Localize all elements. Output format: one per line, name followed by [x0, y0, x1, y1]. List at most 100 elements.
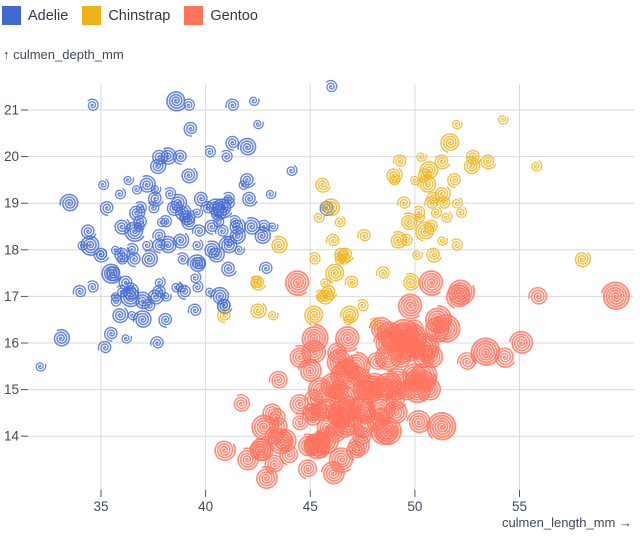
data-point-adelie: [35, 362, 47, 372]
data-point-chinstrap: [313, 211, 325, 223]
data-point-adelie: [72, 284, 87, 298]
data-point-gentoo: [249, 438, 274, 462]
data-point-adelie: [97, 340, 112, 354]
data-point-adelie: [77, 241, 89, 251]
data-point-chinstrap: [531, 160, 543, 172]
data-point-adelie: [183, 98, 196, 111]
y-tick-label: 18: [4, 242, 19, 257]
data-point-gentoo: [297, 433, 320, 457]
data-point-gentoo: [256, 465, 278, 489]
data-point-chinstrap: [309, 252, 321, 265]
data-point-adelie: [154, 276, 166, 288]
y-tick-label: 20: [4, 149, 19, 164]
data-point-gentoo: [431, 314, 461, 343]
data-point-gentoo: [362, 372, 387, 398]
data-point-adelie: [110, 245, 122, 256]
data-point-adelie: [141, 249, 158, 268]
data-point-chinstrap: [344, 275, 359, 289]
data-point-adelie: [191, 224, 206, 237]
data-point-adelie: [223, 191, 235, 205]
data-point-adelie: [192, 281, 204, 293]
data-point-adelie: [116, 284, 129, 298]
data-point-chinstrap: [250, 302, 267, 319]
data-point-adelie: [286, 164, 298, 177]
legend-label: Adelie: [28, 7, 69, 24]
axes: 35 40 45 50 55 21 20 19 18 17 16 15 14: [4, 103, 527, 515]
data-point-adelie: [218, 235, 238, 254]
data-point-chinstrap: [465, 149, 482, 165]
data-point-chinstrap: [410, 175, 421, 186]
data-point-adelie: [181, 167, 198, 184]
data-point-adelie: [59, 193, 79, 212]
data-point-gentoo: [447, 279, 476, 306]
data-point-chinstrap: [401, 233, 413, 246]
data-point-gentoo: [385, 380, 406, 401]
data-point-adelie: [171, 281, 183, 293]
data-point-adelie: [160, 147, 177, 165]
data-point-adelie: [221, 149, 233, 163]
data-point-chinstrap: [434, 154, 451, 170]
y-axis-title: ↑ culmen_depth_mm: [3, 47, 124, 62]
series-adelie: [35, 79, 338, 372]
data-point-chinstrap: [334, 216, 346, 228]
data-point-adelie: [129, 205, 146, 221]
data-point-adelie: [103, 326, 118, 342]
data-point-chinstrap: [430, 206, 442, 219]
data-point-adelie: [87, 280, 99, 293]
data-point-adelie: [118, 275, 135, 291]
data-point-adelie: [141, 298, 156, 312]
data-point-adelie: [142, 239, 154, 251]
data-point-gentoo: [301, 323, 329, 352]
data-point-adelie: [234, 245, 246, 256]
data-point-chinstrap: [317, 288, 334, 305]
y-tick-label: 15: [4, 382, 19, 397]
data-point-adelie: [80, 235, 101, 256]
data-point-chinstrap: [437, 236, 449, 246]
data-point-adelie: [132, 310, 152, 328]
data-point-gentoo: [600, 281, 630, 310]
data-point-chinstrap: [271, 235, 288, 254]
data-point-adelie: [267, 222, 279, 232]
data-point-chinstrap: [426, 247, 442, 263]
data-point-adelie: [131, 185, 143, 195]
data-point-chinstrap: [414, 213, 425, 223]
data-point-gentoo: [329, 380, 350, 401]
data-point-adelie: [183, 121, 198, 137]
data-point-chinstrap: [451, 197, 463, 209]
data-point-chinstrap: [401, 212, 418, 231]
data-point-chinstrap: [451, 238, 463, 251]
data-point-adelie: [124, 221, 145, 243]
data-point-adelie: [110, 294, 122, 307]
data-point-gentoo: [289, 344, 312, 368]
data-point-chinstrap: [417, 175, 437, 193]
data-point-adelie: [192, 208, 204, 218]
data-point-adelie: [208, 247, 225, 263]
series-gentoo: [214, 270, 630, 489]
y-tick-label: 19: [4, 196, 19, 211]
data-point-gentoo: [289, 393, 310, 415]
data-point-chinstrap: [325, 263, 345, 284]
data-point-adelie: [166, 91, 187, 112]
data-point-adelie: [123, 175, 135, 186]
data-point-adelie: [152, 149, 169, 165]
data-point-gentoo: [297, 459, 318, 480]
data-point-chinstrap: [419, 161, 439, 179]
data-point-adelie: [225, 98, 239, 111]
data-point-adelie: [205, 287, 216, 298]
data-point-chinstrap: [424, 219, 438, 235]
data-point-adelie: [204, 145, 216, 158]
data-point-chinstrap: [315, 177, 331, 193]
data-point-adelie: [265, 189, 277, 200]
data-point-adelie: [121, 334, 133, 344]
x-tick-label: 35: [93, 499, 108, 514]
x-tick-label: 45: [303, 499, 318, 514]
data-point-gentoo: [370, 419, 398, 446]
data-point-gentoo: [320, 461, 345, 485]
legend-item-adelie: Adelie: [2, 6, 68, 25]
data-point-adelie: [225, 135, 240, 151]
data-point-gentoo: [346, 440, 366, 461]
data-point-chinstrap: [304, 305, 324, 326]
data-point-adelie: [258, 261, 273, 274]
data-point-gentoo: [326, 349, 354, 376]
